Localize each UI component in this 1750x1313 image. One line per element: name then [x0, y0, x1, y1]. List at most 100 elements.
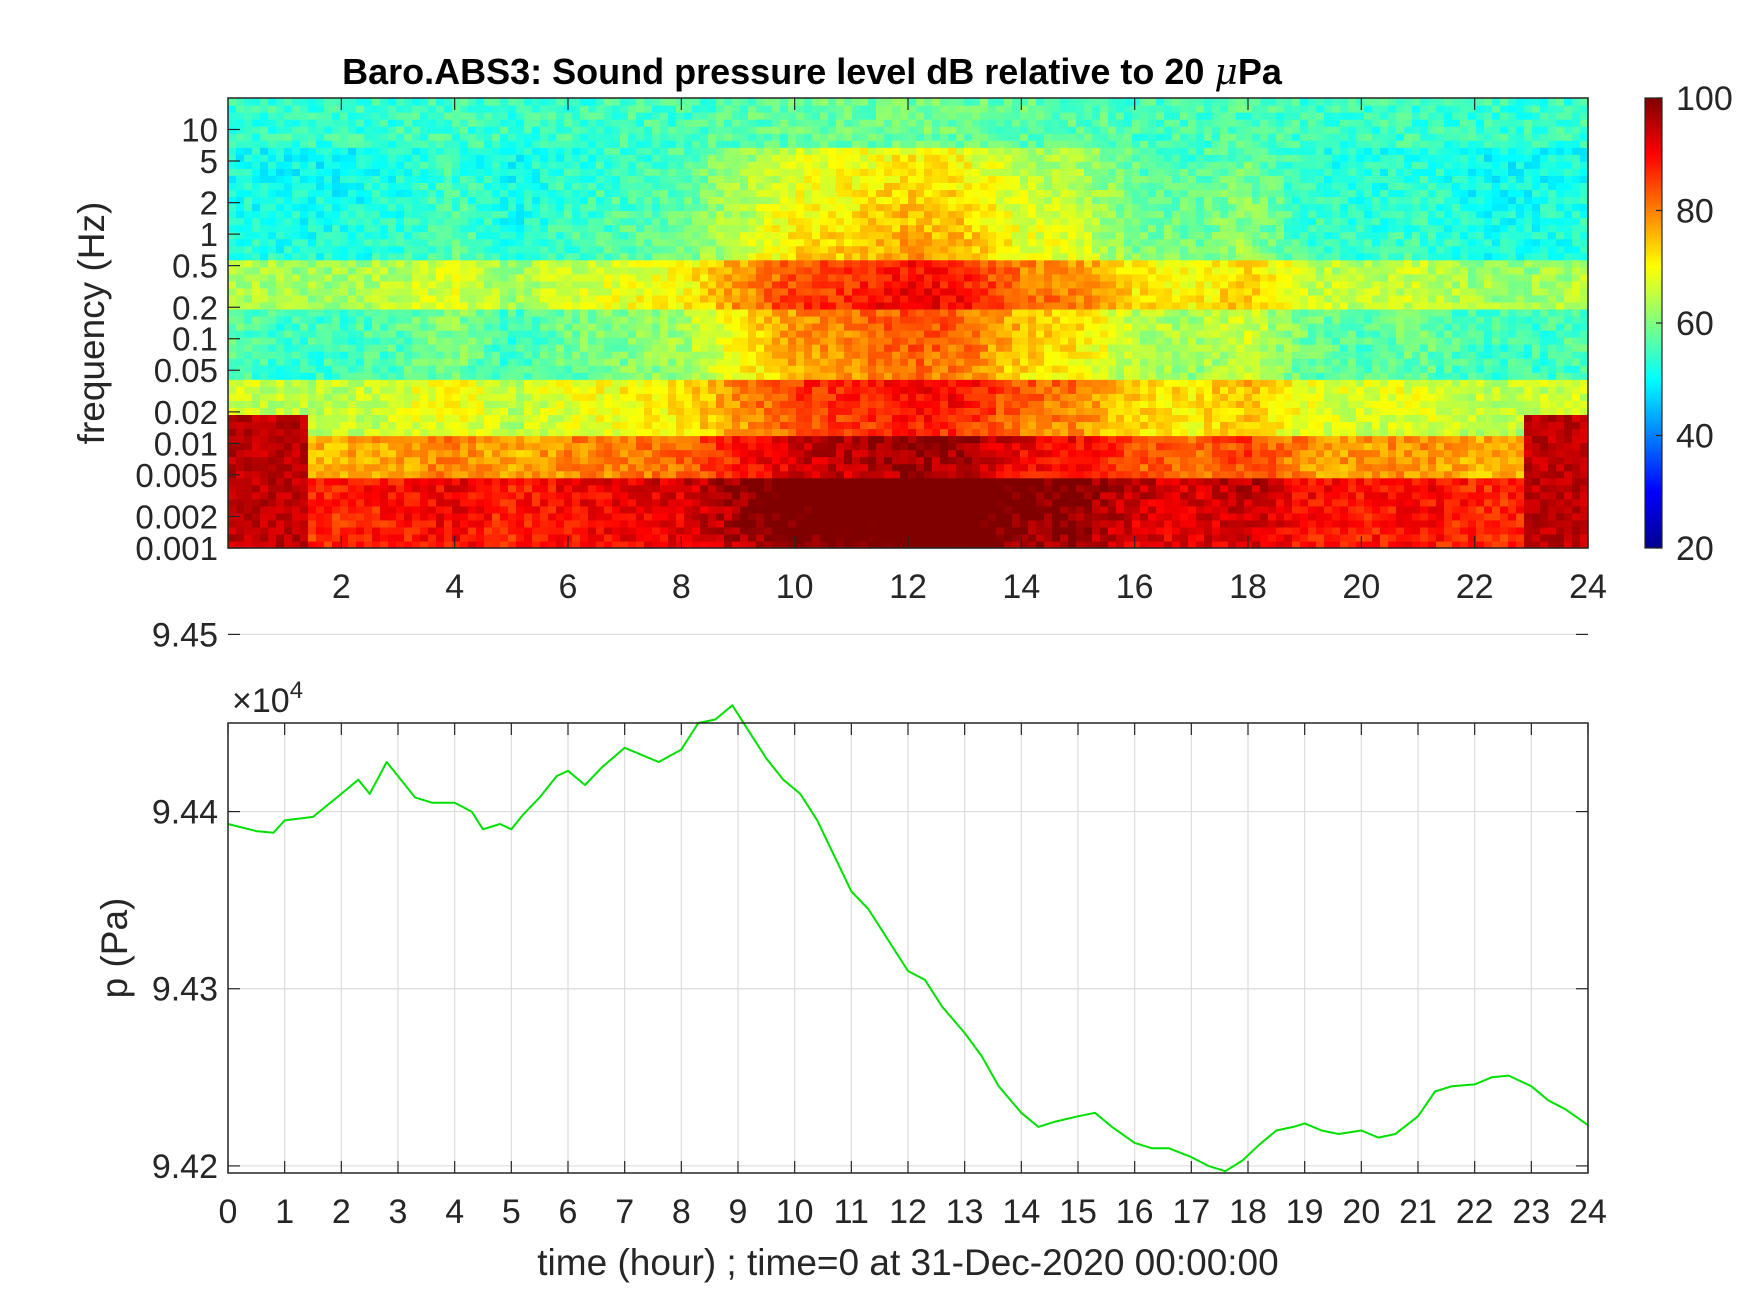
- spectrogram-cell: [436, 280, 445, 289]
- spectrogram-cell: [772, 105, 781, 113]
- spectrogram-cell: [708, 273, 717, 282]
- spectrogram-cell: [276, 301, 285, 310]
- spectrogram-cell: [580, 407, 589, 416]
- spectrogram-cell: [492, 330, 501, 338]
- spectrogram-cell: [556, 540, 565, 549]
- spectrogram-cell: [420, 484, 429, 493]
- spectrogram-cell: [796, 477, 805, 486]
- spectrogram-cell: [420, 189, 429, 198]
- spectrogram-cell: [692, 463, 701, 472]
- spectrogram-cell: [428, 266, 437, 275]
- spectrogram-cell: [644, 231, 653, 240]
- spectrogram-cell: [836, 435, 845, 444]
- spectrogram-cell: [292, 133, 301, 141]
- spectrogram-cell: [836, 315, 845, 324]
- spectrogram-cell: [516, 210, 525, 219]
- spectrogram-cell: [228, 372, 237, 380]
- spectrogram-cell: [348, 133, 357, 141]
- spectrogram-cell: [588, 308, 597, 317]
- spectrogram-cell: [340, 358, 349, 366]
- spectrogram-cell: [636, 154, 645, 162]
- spectrogram-cell: [628, 259, 637, 268]
- spectrogram-cell: [780, 470, 789, 479]
- spectrogram-cell: [644, 421, 653, 430]
- spectrogram-cell: [652, 484, 661, 493]
- spectrogram-cell: [308, 512, 317, 521]
- spectrogram-cell: [764, 323, 773, 331]
- spectrogram-cell: [388, 147, 397, 155]
- spectrogram-cell: [556, 442, 565, 451]
- spectrogram-cell: [748, 308, 757, 317]
- spectrogram-cell: [716, 147, 725, 155]
- spectrogram-cell: [404, 428, 413, 437]
- spectrogram-cell: [756, 259, 765, 268]
- spectrogram-cell: [804, 175, 813, 183]
- spectrogram-cell: [636, 294, 645, 303]
- spectrogram-cell: [764, 400, 773, 408]
- spectrogram-cell: [556, 168, 565, 176]
- spectrogram-cell: [268, 140, 277, 148]
- spectrogram-cell: [548, 308, 557, 317]
- spectrogram-cell: [396, 105, 405, 113]
- spectrogram-cell: [348, 126, 357, 134]
- spectrogram-cell: [516, 526, 525, 535]
- spectrogram-cell: [292, 161, 301, 169]
- spectrogram-cell: [508, 196, 517, 205]
- spectrogram-cell: [268, 442, 277, 451]
- spectrogram-cell: [412, 203, 421, 212]
- spectrogram-cell: [380, 379, 389, 387]
- spectrogram-cell: [524, 512, 533, 521]
- spectrogram-cell: [468, 358, 477, 366]
- spectrogram-cell: [420, 533, 429, 542]
- spectrogram-cell: [236, 379, 245, 387]
- spectrogram-cell: [732, 301, 741, 310]
- spectrogram-cell: [580, 224, 589, 233]
- spectrogram-cell: [292, 407, 301, 416]
- spectrogram-cell: [484, 519, 493, 528]
- spectrogram-cell: [724, 323, 733, 331]
- spectrogram-cell: [228, 259, 237, 268]
- spectrogram-cell: [516, 435, 525, 444]
- spectrogram-cell: [412, 175, 421, 183]
- spectrogram-cell: [780, 428, 789, 437]
- spectrogram-cell: [484, 449, 493, 458]
- spectrogram-cell: [372, 119, 381, 127]
- spectrogram-cell: [636, 266, 645, 275]
- spectrogram-cell: [708, 182, 717, 191]
- spectrogram-cell: [244, 470, 253, 479]
- spectrogram-cell: [820, 351, 829, 359]
- spectrogram-cell: [372, 259, 381, 268]
- spectrogram-cell: [756, 491, 765, 500]
- spectrogram-cell: [700, 203, 709, 212]
- spectrogram-cell: [228, 358, 237, 366]
- spectrogram-cell: [284, 372, 293, 380]
- spectrogram-cell: [676, 98, 685, 106]
- spectrogram-cell: [460, 407, 469, 416]
- spectrogram-cell: [284, 294, 293, 303]
- spectrogram-cell: [564, 196, 573, 205]
- spectrogram-cell: [796, 484, 805, 493]
- spectrogram-cell: [756, 273, 765, 282]
- spectrogram-cell: [604, 491, 613, 500]
- spectrogram-cell: [724, 112, 733, 120]
- spectrogram-cell: [324, 182, 333, 191]
- spectrogram-cell: [572, 463, 581, 472]
- spectrogram-cell: [372, 182, 381, 191]
- spectrogram-cell: [564, 470, 573, 479]
- spectrogram-cell: [428, 421, 437, 430]
- spectrogram-cell: [796, 280, 805, 289]
- spectrogram-cell: [228, 519, 237, 528]
- spectrogram-cell: [708, 414, 717, 423]
- spectrogram-cell: [684, 505, 693, 514]
- spectrogram-cell: [252, 491, 261, 500]
- spectrogram-cell: [332, 196, 341, 205]
- spectrogram-cell: [444, 351, 453, 359]
- spectrogram-cell: [508, 224, 517, 233]
- spectrogram-cell: [668, 210, 677, 219]
- spectrogram-cell: [364, 512, 373, 521]
- spectrogram-cell: [332, 379, 341, 387]
- spectrogram-cell: [836, 154, 845, 162]
- spectrogram-cell: [404, 126, 413, 134]
- spectrogram-cell: [604, 484, 613, 493]
- spectrogram-cell: [844, 456, 853, 465]
